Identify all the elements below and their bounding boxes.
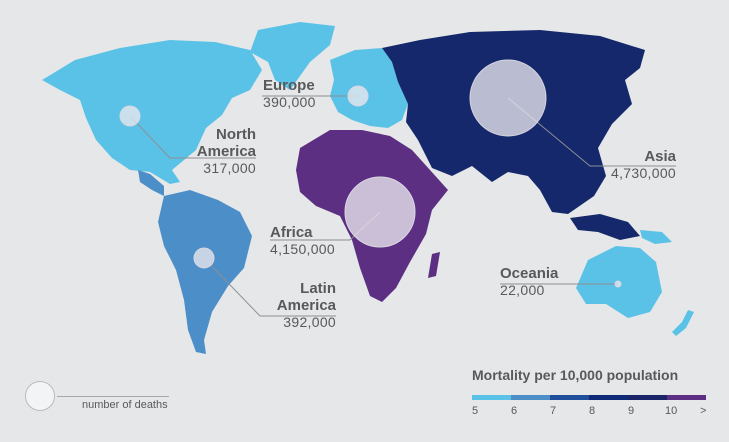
scale-tick-2: 7 <box>550 405 557 417</box>
europe-shape <box>330 48 408 128</box>
asia-name: Asia <box>644 148 676 165</box>
scale-seg-3 <box>550 395 589 400</box>
scale-tick-3: 8 <box>589 405 596 417</box>
bubble-key-line <box>57 396 169 397</box>
north-america-shape <box>42 40 262 184</box>
oceania-name: Oceania <box>500 265 559 282</box>
latin-america-bubble <box>193 247 215 269</box>
africa-name: Africa <box>270 224 313 241</box>
oceania-deaths: 22,000 <box>500 282 545 298</box>
north-america-bubble <box>119 105 141 127</box>
scale-tick-6: > <box>700 405 707 417</box>
asia-deaths: 4,730,000 <box>611 165 676 181</box>
madagascar-shape <box>428 252 440 278</box>
scale-tick-5: 10 <box>665 405 678 417</box>
greenland-shape <box>250 22 335 90</box>
scale-tick-1: 6 <box>511 405 518 417</box>
africa-deaths: 4,150,000 <box>270 241 335 257</box>
bubble-key-label: number of deaths <box>82 399 168 411</box>
north-america-name-line1: North <box>216 126 256 143</box>
europe-bubble <box>347 85 369 107</box>
scale-seg-6 <box>667 395 706 400</box>
north-america-connector <box>129 115 256 159</box>
europe-label: Europe 390,000 <box>263 77 316 111</box>
north-america-label: North America 317,000 <box>180 126 256 177</box>
latin-america-connector <box>203 257 336 317</box>
asia-label: Asia 4,730,000 <box>596 148 676 182</box>
scale-tick-4: 9 <box>628 405 635 417</box>
new-zealand-shape <box>672 310 694 336</box>
color-scale <box>472 395 706 400</box>
latin-america-name-line2: America <box>276 297 336 314</box>
north-america-name-line2: America <box>196 143 256 160</box>
north-america-deaths: 317,000 <box>203 160 256 176</box>
scale-seg-2 <box>511 395 550 400</box>
legend-title: Mortality per 10,000 population <box>472 367 679 383</box>
scale-seg-5 <box>628 395 667 400</box>
scale-seg-1 <box>472 395 511 400</box>
africa-label: Africa 4,150,000 <box>270 224 335 258</box>
latin-america-deaths: 392,000 <box>283 314 336 330</box>
central-america-shape <box>138 170 164 196</box>
scale-seg-4 <box>589 395 628 400</box>
oceania-bubble <box>614 280 622 288</box>
se-asia-islands-shape <box>570 214 640 240</box>
europe-deaths: 390,000 <box>263 94 316 110</box>
bubble-size-key <box>25 381 55 411</box>
asia-bubble <box>469 59 547 137</box>
latin-america-name-line1: Latin <box>300 280 336 297</box>
new-guinea-shape <box>640 230 672 244</box>
scale-labels: 5 6 7 8 9 10 > <box>472 405 712 419</box>
africa-bubble <box>344 176 416 248</box>
latin-america-label: Latin America 392,000 <box>260 280 336 331</box>
latin-america-shape <box>158 190 252 354</box>
oceania-label: Oceania 22,000 <box>500 265 558 299</box>
scale-tick-0: 5 <box>472 405 479 417</box>
europe-name: Europe <box>263 77 315 94</box>
